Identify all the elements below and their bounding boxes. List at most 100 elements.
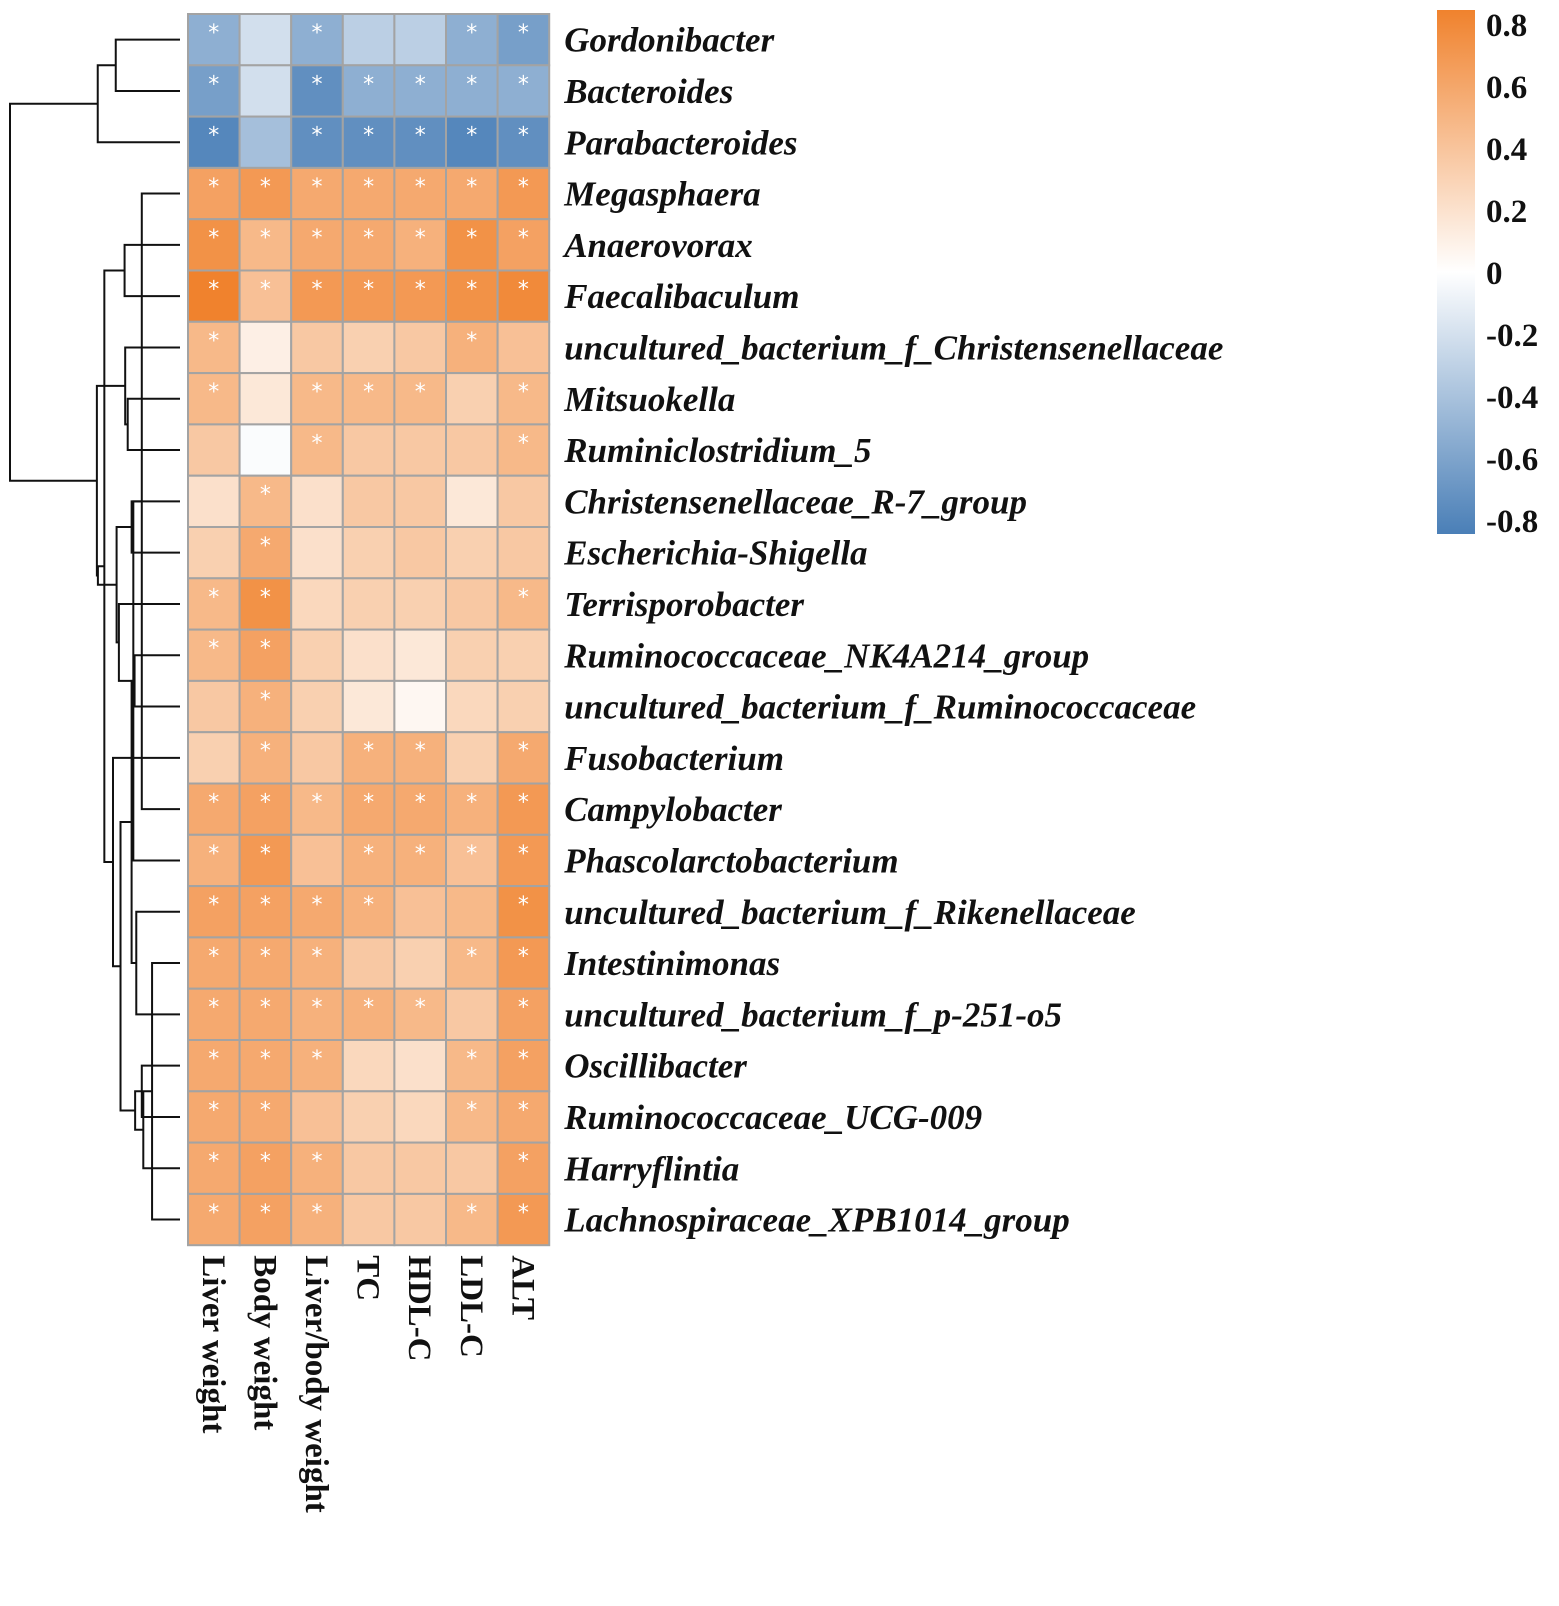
significance-star: * (312, 124, 323, 149)
heatmap-cell-uncultured-bacterium-f-rikenellaceae-ldl-c (445, 885, 499, 939)
significance-star: * (208, 842, 219, 867)
legend-tick-label: 0.8 (1486, 8, 1527, 44)
row-label-gordonibacter: Gordonibacter (564, 21, 774, 60)
significance-star: * (208, 637, 219, 662)
significance-star: * (208, 278, 219, 303)
significance-star: * (415, 72, 426, 97)
heatmap-cell-terrisporobacter-liver-body-weight (290, 577, 344, 631)
significance-star: * (466, 124, 477, 149)
heatmap-cell-anaerovorax-ldl-c (445, 218, 499, 272)
heatmap-cell-anaerovorax-tc (341, 218, 396, 272)
significance-star: * (208, 329, 219, 354)
row-label-uncultured-bacterium-f-p-251-o5: uncultured_bacterium_f_p-251-o5 (564, 995, 1062, 1034)
column-label-liver-weight: Liver weight (195, 1255, 231, 1433)
heatmap-cell-harryflintia-hdl-c (393, 1141, 447, 1195)
legend-tick-label: -0.4 (1486, 380, 1538, 416)
heatmap-cell-faecalibaculum-alt (496, 269, 551, 323)
heatmap-cell-lachnospiraceae-xpb1014-group-hdl-c (393, 1192, 447, 1247)
heatmap-cell-uncultured-bacterium-f-christensenellaceae-liver-weight (187, 320, 241, 375)
significance-star: * (518, 226, 529, 251)
row-label-ruminococcaceae-ucg-009: Ruminococcaceae_UCG-009 (563, 1098, 982, 1137)
significance-star: * (312, 791, 323, 816)
heatmap-cell-uncultured-bacterium-f-p-251-o5-ldl-c (445, 987, 499, 1042)
significance-star: * (466, 226, 477, 251)
heatmap-cell-oscillibacter-alt (496, 1039, 551, 1093)
heatmap-cell-ruminococcaceae-ucg-009-hdl-c (393, 1090, 447, 1144)
heatmap-cell-terrisporobacter-hdl-c (393, 577, 447, 631)
dendrogram-branch (112, 756, 180, 968)
significance-star: * (518, 1201, 529, 1226)
row-label-lachnospiraceae-xpb1014-group: Lachnospiraceae_XPB1014_group (563, 1201, 1070, 1240)
heatmap-cell-escherichia-shigella-liver-body-weight (290, 526, 344, 580)
heatmap-cell-fusobacterium-ldl-c (445, 731, 499, 785)
significance-star: * (208, 996, 219, 1021)
significance-star: * (208, 944, 219, 969)
heatmap-cell-ruminococcaceae-ucg-009-body-weight (238, 1090, 293, 1144)
significance-star: * (518, 893, 529, 918)
heatmap-cell-parabacteroides-hdl-c (393, 115, 447, 169)
dendrogram-branch (96, 64, 180, 144)
heatmap-cell-parabacteroides-body-weight (238, 115, 293, 169)
significance-star: * (415, 226, 426, 251)
significance-star: * (518, 21, 529, 46)
heatmap-cell-mitsuokella-liver-body-weight (290, 372, 344, 426)
heatmap-cell-faecalibaculum-body-weight (238, 269, 293, 323)
heatmap-cell-harryflintia-tc (341, 1141, 396, 1195)
significance-star: * (415, 791, 426, 816)
significance-star: * (260, 175, 271, 200)
significance-star: * (363, 893, 374, 918)
heatmap-cell-escherichia-shigella-ldl-c (445, 526, 499, 580)
significance-star: * (363, 226, 374, 251)
heatmap-cell-oscillibacter-body-weight (238, 1039, 293, 1093)
heatmap-cell-uncultured-bacterium-f-p-251-o5-hdl-c (393, 987, 447, 1042)
heatmap-cell-oscillibacter-tc (341, 1039, 396, 1093)
significance-star: * (260, 1150, 271, 1175)
heatmap-cell-ruminococcaceae-nk4a214-group-tc (341, 628, 396, 682)
significance-star: * (260, 842, 271, 867)
significance-star: * (518, 380, 529, 405)
significance-star: * (260, 893, 271, 918)
dendrogram-branch (130, 500, 180, 554)
heatmap-cell-ruminococcaceae-ucg-009-liver-body-weight (290, 1090, 344, 1144)
row-label-bacteroides: Bacteroides (563, 72, 733, 111)
heatmap-cell-fusobacterium-liver-body-weight (290, 731, 344, 785)
row-label-ruminiclostridium-5: Ruminiclostridium_5 (563, 431, 871, 470)
significance-star: * (518, 791, 529, 816)
heatmap-cell-intestinimonas-hdl-c (393, 936, 447, 990)
heatmap-cell-uncultured-bacterium-f-christensenellaceae-hdl-c (393, 320, 447, 375)
heatmap-cell-harryflintia-ldl-c (445, 1141, 499, 1195)
significance-star: * (260, 1201, 271, 1226)
heatmap-cell-uncultured-bacterium-f-ruminococcaceae-alt (496, 679, 551, 734)
heatmap-cell-uncultured-bacterium-f-christensenellaceae-body-weight (238, 320, 293, 375)
heatmap-cell-anaerovorax-hdl-c (393, 218, 447, 272)
heatmap-cell-oscillibacter-hdl-c (393, 1039, 447, 1093)
significance-star: * (363, 124, 374, 149)
heatmap-cell-bacteroides-tc (341, 64, 396, 118)
significance-star: * (260, 278, 271, 303)
significance-star: * (208, 791, 219, 816)
heatmap-cell-lachnospiraceae-xpb1014-group-tc (341, 1192, 396, 1247)
heatmap-cell-terrisporobacter-tc (341, 577, 396, 631)
significance-star: * (466, 842, 477, 867)
heatmap-cell-uncultured-bacterium-f-ruminococcaceae-liver-weight (187, 679, 241, 734)
significance-star: * (363, 278, 374, 303)
row-dendrogram (9, 38, 180, 1221)
row-label-anaerovorax: Anaerovorax (562, 226, 753, 265)
dendrogram-branch (117, 602, 180, 682)
heatmap-cell-uncultured-bacterium-f-christensenellaceae-liver-body-weight (290, 320, 344, 375)
row-label-phascolarctobacterium: Phascolarctobacterium (563, 841, 898, 880)
significance-star: * (415, 739, 426, 764)
heatmap-cell-oscillibacter-liver-weight (187, 1039, 241, 1093)
significance-star: * (312, 1047, 323, 1072)
significance-star: * (312, 1201, 323, 1226)
heatmap-cell-ruminiclostridium-5-ldl-c (445, 423, 499, 477)
significance-star: * (260, 739, 271, 764)
heatmap-cell-harryflintia-liver-weight (187, 1141, 241, 1195)
heatmap-cell-phascolarctobacterium-ldl-c (445, 833, 499, 888)
heatmap-cell-ruminococcaceae-nk4a214-group-hdl-c (393, 628, 447, 682)
significance-star: * (312, 996, 323, 1021)
heatmap-cell-ruminococcaceae-ucg-009-ldl-c (445, 1090, 499, 1144)
significance-star: * (208, 21, 219, 46)
significance-star: * (260, 585, 271, 610)
heatmap-cell-anaerovorax-body-weight (238, 218, 293, 272)
